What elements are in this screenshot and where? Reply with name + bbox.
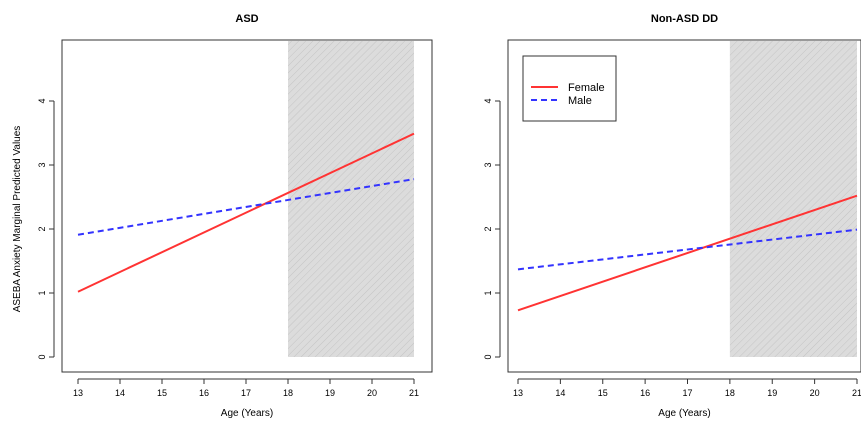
shaded-region bbox=[729, 41, 857, 357]
x-tick-label: 21 bbox=[409, 388, 419, 398]
plot-frame bbox=[507, 39, 861, 373]
y-tick-label: 1 bbox=[37, 290, 47, 295]
x-tick-label: 20 bbox=[367, 388, 377, 398]
x-tick-label: 20 bbox=[810, 388, 820, 398]
plot-frame bbox=[61, 39, 433, 373]
x-tick-label: 19 bbox=[767, 388, 777, 398]
y-tick-label: 0 bbox=[483, 354, 493, 359]
y-tick-label: 4 bbox=[37, 98, 47, 103]
chart-panel-1: ASD 13 14 15 16 17 18 19 20 21 Age (Years) 0 1 2 3 4 bbox=[37, 13, 433, 419]
x-tick-label: 13 bbox=[73, 388, 83, 398]
y-tick-label: 3 bbox=[37, 162, 47, 167]
legend-label-male: Male bbox=[568, 95, 592, 107]
x-tick-label: 15 bbox=[157, 388, 167, 398]
x-tick-label: 13 bbox=[513, 388, 523, 398]
x-tick-label: 19 bbox=[325, 388, 335, 398]
x-tick-label: 16 bbox=[199, 388, 209, 398]
y-tick-label: 4 bbox=[483, 98, 493, 103]
x-tick-label: 14 bbox=[555, 388, 565, 398]
y-tick-label: 2 bbox=[37, 226, 47, 231]
legend-label-female: Female bbox=[568, 82, 605, 94]
figure-y-axis-label: ASEBA Anxiety Marginal Predicted Values bbox=[12, 126, 23, 313]
x-tick-label: 16 bbox=[640, 388, 650, 398]
chart-title: ASD bbox=[235, 13, 258, 25]
shaded-region bbox=[288, 41, 414, 357]
x-axis-label: Age (Years) bbox=[221, 408, 273, 419]
x-tick-label: 15 bbox=[598, 388, 608, 398]
y-tick-label: 0 bbox=[37, 354, 47, 359]
x-tick-label: 17 bbox=[241, 388, 251, 398]
chart-title: Non-ASD DD bbox=[651, 13, 718, 25]
y-tick-label: 1 bbox=[483, 290, 493, 295]
x-tick-label: 21 bbox=[852, 388, 861, 398]
x-tick-label: 14 bbox=[115, 388, 125, 398]
x-tick-label: 18 bbox=[725, 388, 735, 398]
y-tick-label: 2 bbox=[483, 226, 493, 231]
x-tick-label: 18 bbox=[283, 388, 293, 398]
series-line-female bbox=[517, 194, 858, 312]
series-line-male bbox=[77, 178, 415, 236]
legend-box bbox=[522, 55, 617, 122]
series-line-female bbox=[77, 132, 415, 293]
y-tick-label: 3 bbox=[483, 162, 493, 167]
series-line-male bbox=[517, 228, 858, 271]
x-tick-label: 17 bbox=[682, 388, 692, 398]
x-axis-label: Age (Years) bbox=[658, 408, 710, 419]
